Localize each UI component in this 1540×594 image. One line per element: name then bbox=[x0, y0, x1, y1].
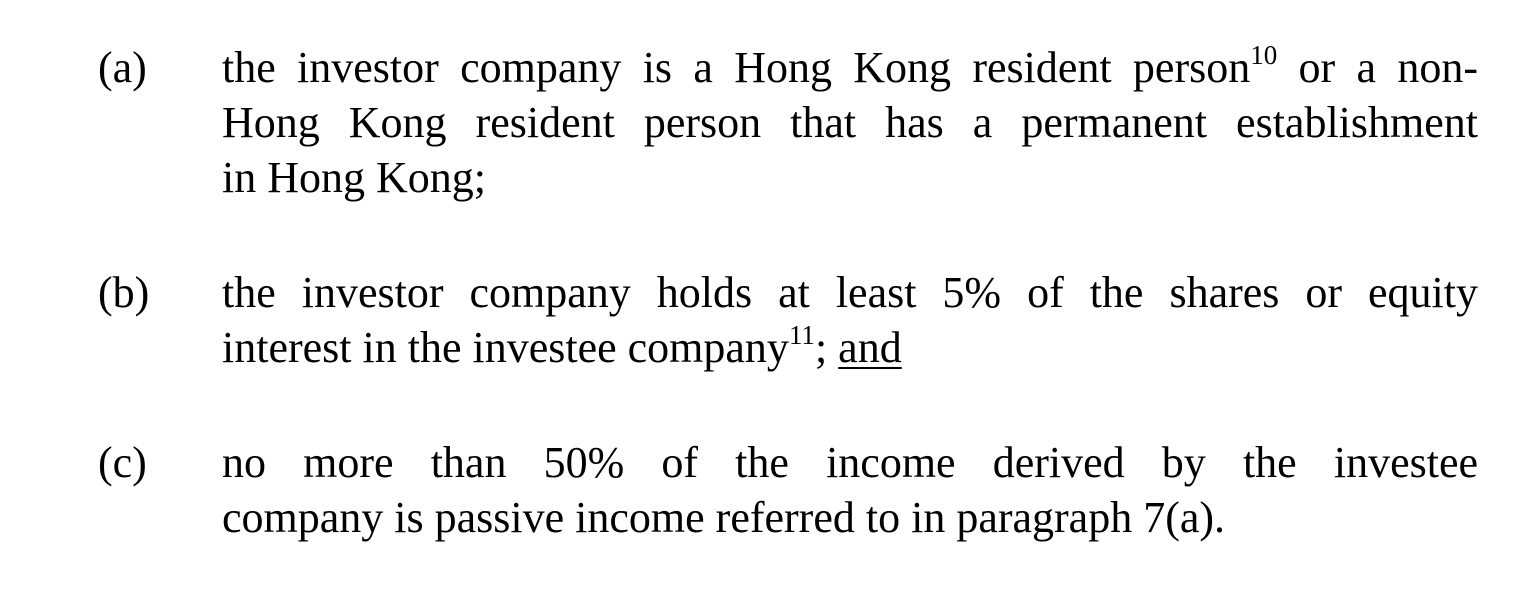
text-run: the investor company is a Hong Kong resi… bbox=[222, 43, 1251, 92]
text-line: in Hong Kong; bbox=[222, 153, 486, 202]
text-run: interest in the investee company bbox=[222, 323, 789, 372]
text-line: Hong Kong resident person that has a per… bbox=[222, 98, 1478, 147]
clause-label: (b) bbox=[98, 268, 150, 317]
text-line: company is passive income referred to in… bbox=[222, 493, 1226, 542]
text-line: the investor company is a Hong Kong resi… bbox=[222, 40, 1478, 95]
text-run: ; bbox=[814, 323, 839, 372]
text-line: interest in the investee company11; and bbox=[222, 320, 1478, 375]
text-line: the investor company holds at least 5% o… bbox=[222, 268, 1478, 317]
footnote-ref[interactable]: 10 bbox=[1250, 40, 1278, 70]
footnote-ref[interactable]: 11 bbox=[788, 320, 815, 350]
clause-label: (c) bbox=[98, 438, 147, 487]
text-run: or a non- bbox=[1277, 43, 1478, 92]
clause-text: the investor company is a Hong Kong resi… bbox=[222, 40, 1478, 205]
underlined-and: and bbox=[838, 323, 902, 372]
clause-label: (a) bbox=[98, 43, 147, 92]
clause-text: no more than 50% of the income derived b… bbox=[222, 435, 1478, 545]
text-line: no more than 50% of the income derived b… bbox=[222, 438, 1478, 487]
clause-text: the investor company holds at least 5% o… bbox=[222, 265, 1478, 375]
